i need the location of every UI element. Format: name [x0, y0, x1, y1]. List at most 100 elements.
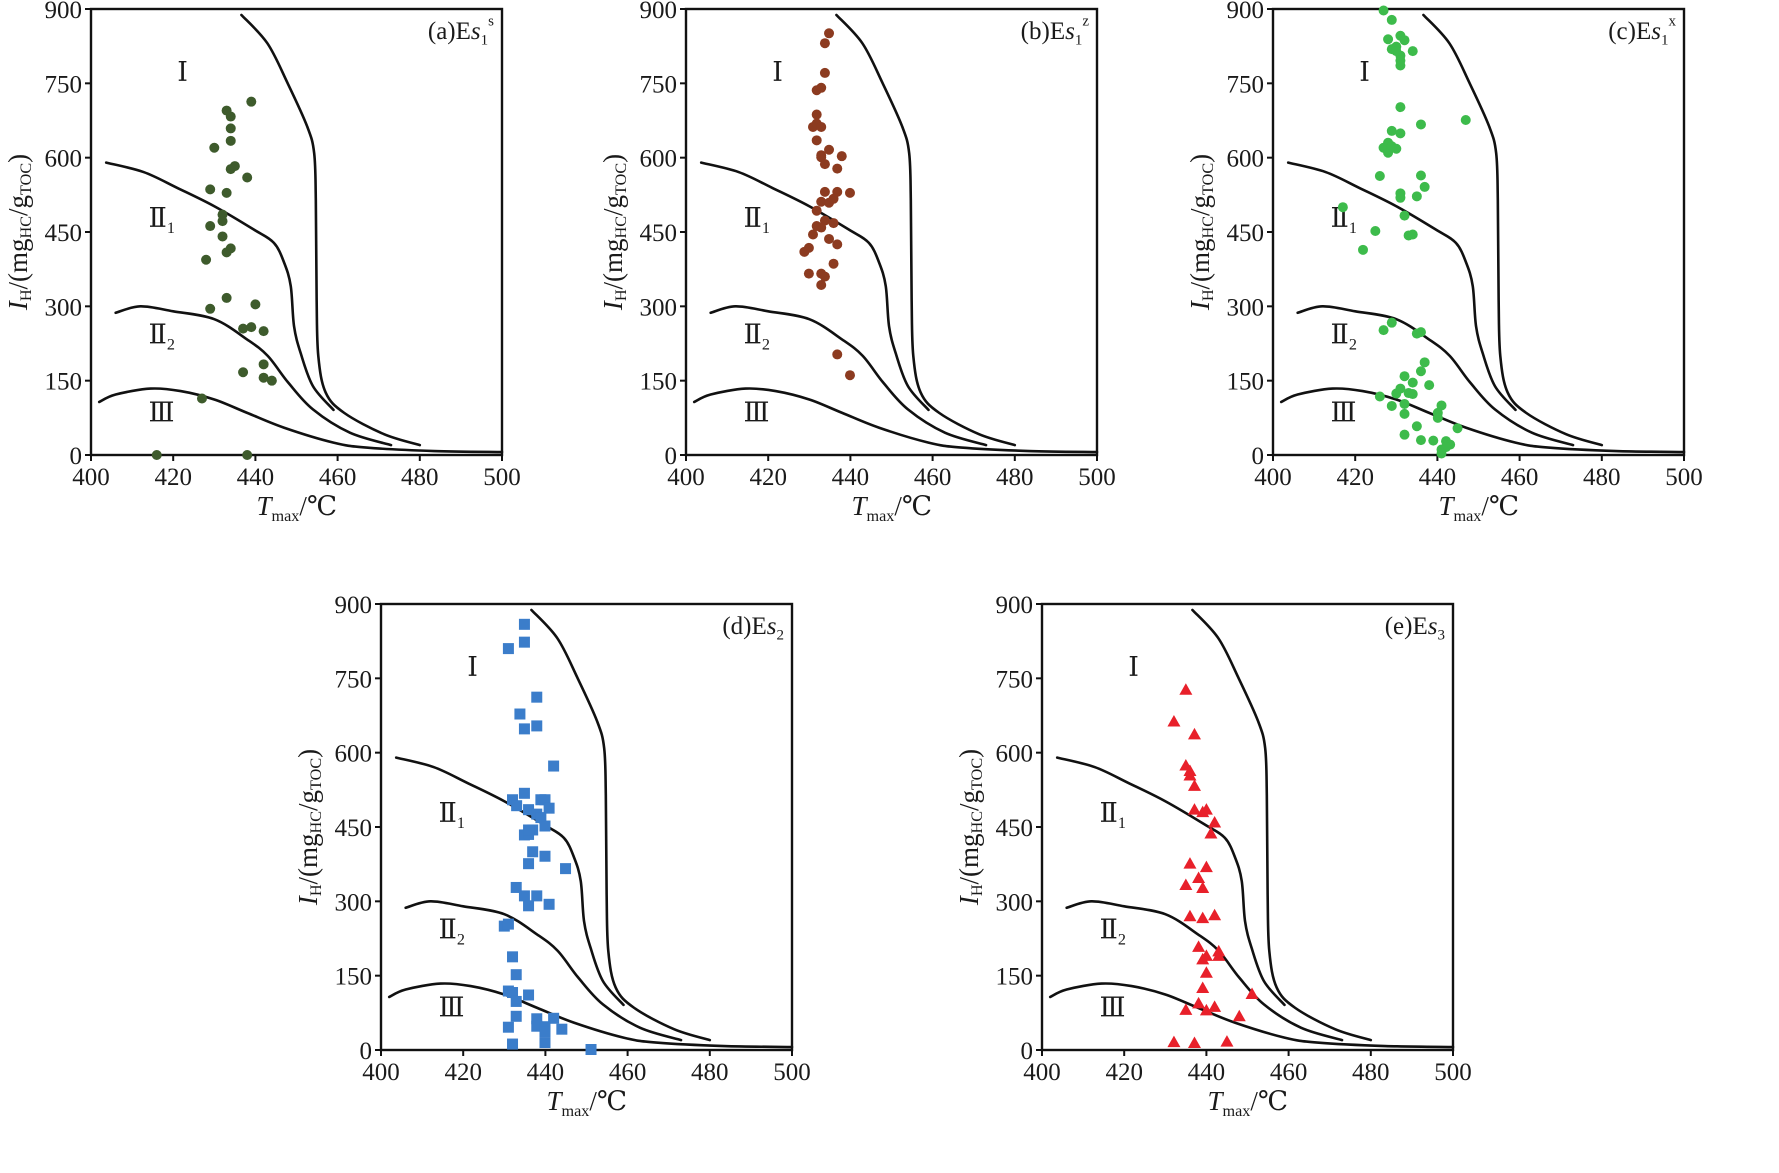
data-point — [1370, 226, 1381, 237]
zone-label-I-part: Ⅰ — [1128, 652, 1139, 682]
data-point — [196, 393, 207, 404]
data-point — [1399, 371, 1410, 382]
data-point — [816, 280, 827, 291]
panel-a: 400 420 440 460 480 500 0 150 300 450 600 750 900 Tma… — [3, 0, 521, 525]
y-tick-label: 450 — [1227, 220, 1265, 247]
y-axis-label-part: TOC — [307, 758, 325, 790]
zone-label-III-part: Ⅲ — [149, 397, 175, 427]
data-point — [1378, 5, 1389, 16]
y-axis-label: IH/(mgHC/gTOC) — [954, 749, 985, 906]
data-point — [832, 239, 843, 250]
data-point — [539, 1037, 551, 1049]
data-point — [201, 254, 212, 265]
data-point — [1183, 857, 1197, 869]
zone-label-III: Ⅲ — [439, 992, 465, 1022]
data-point — [844, 370, 855, 381]
panel-title-part: 1 — [1075, 33, 1083, 49]
zone-label-III-part: Ⅲ — [744, 397, 770, 427]
y-axis-label-part: /(mg — [293, 833, 323, 884]
y-axis-label-part: HC — [1199, 216, 1217, 239]
y-axis-label-part: H — [307, 884, 325, 896]
data-point — [1386, 125, 1397, 136]
zone-label-III: Ⅲ — [1331, 397, 1357, 427]
data-point — [1411, 421, 1422, 432]
zone-label-II1-part: Ⅱ — [149, 203, 167, 233]
y-axis-label-part: HC — [307, 811, 325, 834]
data-point — [819, 67, 830, 78]
panel-title-part: s — [488, 13, 494, 29]
panel-title-part: s — [767, 613, 777, 640]
data-point — [221, 187, 232, 198]
data-point — [819, 159, 830, 170]
data-point — [225, 111, 236, 122]
y-axis-label: IH/(mgHC/gTOC) — [598, 154, 629, 311]
y-tick-label: 900 — [996, 592, 1034, 619]
zone-label-II2: Ⅱ2 — [1100, 915, 1126, 949]
data-point — [1187, 779, 1201, 791]
x-tick-label: 480 — [1352, 1059, 1390, 1086]
data-point — [510, 1010, 522, 1022]
data-point — [258, 372, 269, 383]
data-point — [205, 221, 216, 232]
classification-curve-I-upper — [1191, 608, 1373, 1042]
zone-label-III: Ⅲ — [1100, 992, 1126, 1022]
zone-label-I-part: Ⅰ — [1359, 57, 1370, 87]
data-point — [1415, 366, 1426, 377]
classification-curve-II2-III — [692, 387, 1099, 454]
x-axis-label-part: max — [562, 1102, 590, 1120]
data-point — [511, 800, 523, 812]
y-axis-label-part: H — [17, 289, 35, 301]
data-point — [523, 824, 535, 836]
panel-title-part: s — [1651, 18, 1661, 45]
data-point — [250, 299, 261, 310]
data-point — [1428, 435, 1439, 446]
data-point — [807, 229, 818, 240]
data-point — [1192, 940, 1206, 952]
data-point — [1183, 909, 1197, 922]
x-axis-label-part: T — [1208, 1086, 1225, 1116]
panel-title-part: (d)E — [722, 613, 766, 640]
data-point — [1395, 60, 1406, 71]
data-point — [1167, 1035, 1181, 1048]
zone-label-I: Ⅰ — [467, 652, 478, 682]
data-point — [1395, 128, 1406, 139]
x-tick-label: 500 — [1078, 464, 1116, 491]
y-tick-label: 600 — [335, 741, 373, 768]
classification-curve-I-II1 — [104, 161, 335, 412]
data-point — [1415, 170, 1426, 181]
data-point — [824, 144, 835, 155]
x-tick-label: 480 — [401, 464, 439, 491]
data-point — [1419, 357, 1430, 368]
x-tick-label: 500 — [1434, 1059, 1472, 1086]
zone-label-II2-part: 2 — [1118, 930, 1126, 948]
data-point — [1196, 911, 1210, 924]
y-tick-label: 300 — [640, 294, 678, 321]
data-point — [507, 794, 519, 806]
zone-label-III: Ⅲ — [149, 397, 175, 427]
y-tick-label: 900 — [335, 592, 373, 619]
y-axis-label-part: ) — [598, 154, 628, 163]
data-point — [539, 820, 551, 832]
panel-title-part: 1 — [1661, 33, 1669, 49]
data-point — [1395, 192, 1406, 203]
y-axis-label-part: /g — [293, 790, 323, 811]
data-point — [518, 618, 530, 630]
data-point — [816, 222, 827, 233]
y-axis-label-part: HC — [968, 811, 986, 834]
data-point — [266, 375, 277, 386]
x-tick-label: 420 — [154, 464, 192, 491]
panel-title-part: 2 — [777, 628, 785, 644]
x-axis-label-part: max — [272, 507, 300, 525]
panel-title-part: s — [471, 18, 481, 45]
data-point — [585, 1044, 597, 1056]
data-point — [1436, 448, 1447, 459]
y-axis-label-part: H — [1199, 289, 1217, 301]
data-point — [531, 890, 543, 902]
zone-label-II1-part: Ⅱ — [439, 798, 457, 828]
y-axis-label-part: /(mg — [3, 238, 33, 289]
data-point — [560, 863, 572, 875]
data-point — [151, 450, 162, 460]
y-tick-label: 300 — [996, 889, 1034, 916]
data-point — [238, 367, 249, 378]
y-axis-label-part: /g — [954, 790, 984, 811]
